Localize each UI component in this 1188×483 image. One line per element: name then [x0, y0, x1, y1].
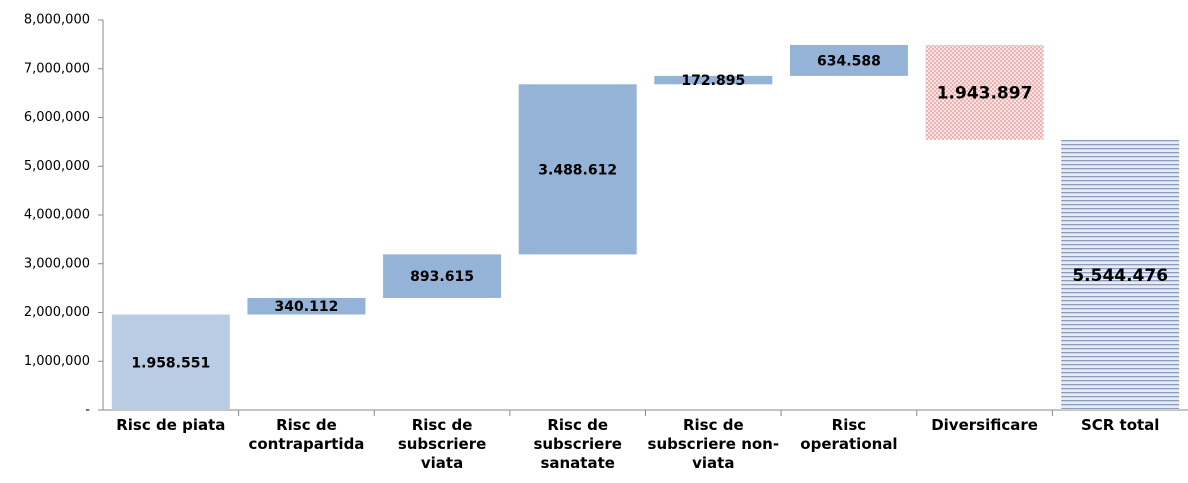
bar: [789, 44, 908, 76]
x-tick-label: Diversificare: [931, 416, 1038, 434]
bar: [247, 297, 366, 315]
bar: [654, 75, 773, 85]
y-tick-label: 7,000,000: [24, 61, 90, 76]
value-label: 3.488.612: [538, 162, 617, 178]
bar: [1061, 139, 1180, 411]
bar: [925, 44, 1044, 140]
value-label: 340.112: [275, 299, 339, 315]
y-tick-label: 5,000,000: [24, 159, 90, 174]
value-label: 893.615: [410, 269, 474, 285]
x-tick-label: Risc de subscriere sanatate: [533, 416, 622, 472]
value-label: 1.943.897: [937, 83, 1033, 103]
x-tick-label: Risc de contrapartida: [248, 416, 365, 453]
value-label: 634.588: [817, 53, 881, 69]
y-tick-label: 1,000,000: [24, 354, 90, 369]
value-label: 5.544.476: [1072, 266, 1168, 286]
y-tick-label: 3,000,000: [24, 256, 90, 271]
bar: [111, 314, 230, 410]
bar: [518, 84, 637, 255]
y-tick-label: 8,000,000: [24, 13, 90, 28]
y-tick-label: 2,000,000: [24, 305, 90, 320]
y-tick-label: 4,000,000: [24, 208, 90, 223]
x-tick-label: SCR total: [1080, 416, 1160, 434]
bar: [383, 254, 502, 298]
value-label: 1.958.551: [131, 355, 210, 371]
y-tick-label: -: [85, 403, 90, 418]
x-tick-label: Risc de piata: [116, 416, 226, 434]
value-label: 172.895: [681, 73, 745, 89]
x-tick-label: Risc de subscriere viata: [397, 416, 487, 472]
x-tick-label: Risc operational: [800, 416, 898, 453]
x-tick-label: Risc de subscriere non-viata: [647, 416, 780, 472]
y-tick-label: 6,000,000: [24, 110, 90, 125]
